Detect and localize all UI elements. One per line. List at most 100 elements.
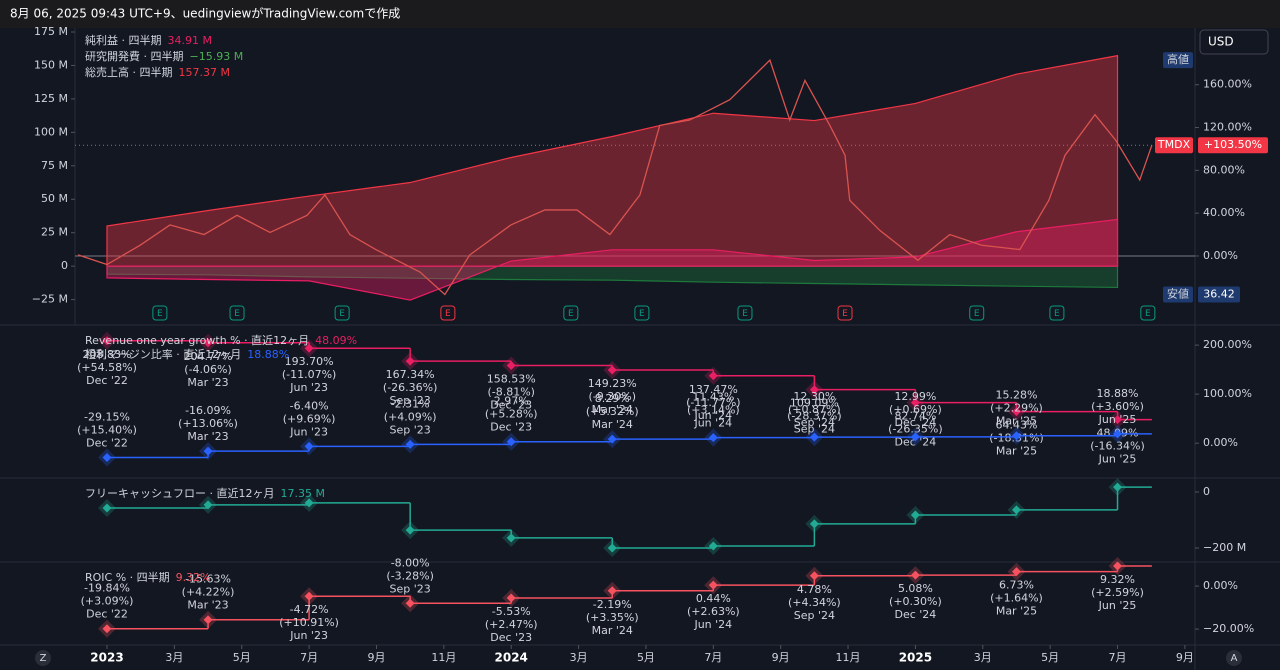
earnings-marker[interactable] — [634, 305, 650, 321]
legend-entry: Revenue one year growth % · 直近12ヶ月 48.09% — [85, 334, 357, 347]
point — [809, 385, 819, 395]
point — [1113, 429, 1123, 439]
earnings-marker-label[interactable]: E — [1145, 309, 1151, 319]
x-tick-label: 5月 — [1041, 651, 1059, 664]
y2-tick-label: 0.00% — [1203, 249, 1238, 262]
point — [304, 343, 314, 353]
value-label: 158.53% — [487, 372, 536, 385]
y-tick-label: −25 M — [32, 293, 68, 306]
x-tick-label: 9月 — [772, 651, 790, 664]
period-label: Mar '25 — [996, 445, 1037, 458]
y2-tick-label: 120.00% — [1203, 121, 1252, 134]
point — [102, 452, 112, 462]
change-label: (+3.35%) — [586, 611, 639, 624]
legend-name: 粗利マージン比率 · 直近12ヶ月 — [85, 348, 241, 361]
value-label: 204.77% — [184, 350, 233, 363]
earnings-marker[interactable] — [334, 305, 350, 321]
area — [106, 265, 1119, 289]
earnings-marker[interactable] — [1140, 305, 1156, 321]
auto-button[interactable] — [1226, 650, 1242, 666]
earnings-marker-label[interactable]: E — [639, 309, 645, 319]
scale-button[interactable] — [35, 650, 51, 666]
y-tick-label: 0.00% — [1203, 579, 1238, 592]
last-value-label: +103.50% — [1204, 138, 1262, 151]
change-label: (+15.40%) — [77, 423, 137, 436]
legend-name: 研究開発費 · 四半期 — [85, 49, 184, 63]
earnings-marker-label[interactable]: E — [1054, 309, 1060, 319]
point — [708, 371, 718, 381]
period-label: Jun '23 — [289, 425, 328, 438]
point — [809, 519, 819, 529]
change-label: (-11.07%) — [282, 368, 337, 381]
currency-box[interactable] — [1199, 29, 1269, 55]
earnings-marker-label[interactable]: E — [157, 309, 163, 319]
y-tick-label: 75 M — [41, 159, 68, 172]
scale-button-label[interactable]: Z — [40, 653, 47, 664]
earnings-marker-label[interactable]: E — [234, 309, 240, 319]
value-label: 5.08% — [898, 582, 933, 595]
legend-value: 34.91 M — [168, 34, 212, 47]
value-label: 109.09% — [790, 397, 839, 410]
auto-button-label[interactable]: A — [1231, 653, 1238, 664]
value-label: -15.63% — [185, 573, 231, 586]
change-label: (-9.30%) — [589, 390, 637, 403]
period-label: Mar '24 — [592, 624, 633, 637]
point — [405, 525, 415, 535]
change-label: (-11.77%) — [686, 396, 741, 409]
earnings-marker[interactable] — [837, 305, 853, 321]
point — [910, 432, 920, 442]
legend-entry: 粗利マージン比率 · 直近12ヶ月 18.88% — [85, 348, 289, 361]
point — [405, 439, 415, 449]
point — [203, 446, 213, 456]
earnings-marker-label[interactable]: E — [742, 309, 748, 319]
change-label: (-26.36%) — [383, 381, 438, 394]
period-label: Sep '24 — [794, 423, 835, 436]
value-label: -16.09% — [185, 404, 231, 417]
earnings-marker[interactable] — [969, 305, 985, 321]
change-label: (+0.30%) — [889, 595, 942, 608]
period-label: Mar '23 — [187, 376, 228, 389]
point — [910, 398, 920, 408]
currency-label[interactable]: USD — [1208, 35, 1234, 49]
y2-tick-label: 160.00% — [1203, 78, 1252, 91]
earnings-marker[interactable] — [440, 305, 456, 321]
period-label: Dec '24 — [895, 436, 937, 449]
change-label: (+0.69%) — [889, 403, 942, 416]
value-label: 208.83% — [83, 348, 132, 361]
period-label: Sep '24 — [794, 609, 835, 622]
earnings-marker-label[interactable]: E — [568, 309, 574, 319]
earnings-marker-label[interactable]: E — [445, 309, 451, 319]
y-tick-label: −20.00% — [1203, 622, 1254, 635]
value-label: -8.00% — [391, 556, 430, 569]
period-label: Mar '25 — [996, 605, 1037, 618]
earnings-marker-label[interactable]: E — [339, 309, 345, 319]
change-label: (-26.35%) — [888, 423, 943, 436]
low-badge-label: 安値 — [1167, 287, 1189, 300]
y-tick-label: 100.00% — [1203, 387, 1252, 400]
earnings-marker-label[interactable]: E — [842, 309, 848, 319]
point — [708, 433, 718, 443]
period-label: Mar '23 — [187, 430, 228, 443]
value-label: 6.73% — [999, 579, 1034, 592]
period-label: Dec '22 — [86, 374, 128, 387]
y-tick-label: 50 M — [41, 192, 68, 205]
earnings-marker[interactable] — [563, 305, 579, 321]
point — [1011, 407, 1021, 417]
value-label: -2.19% — [593, 598, 632, 611]
point — [203, 615, 213, 625]
legend-value: 17.35 M — [281, 487, 325, 500]
change-label: (-16.34%) — [1090, 440, 1145, 453]
value-label: 11.43% — [692, 391, 734, 404]
earnings-marker[interactable] — [152, 305, 168, 321]
x-tick-label: 2025 — [899, 651, 932, 665]
earnings-marker-label[interactable]: E — [974, 309, 980, 319]
legend-entry: 純利益 · 四半期 34.91 M — [85, 33, 212, 47]
earnings-marker[interactable] — [229, 305, 245, 321]
earnings-marker[interactable] — [1049, 305, 1065, 321]
y-tick-label: 150 M — [34, 58, 68, 71]
x-tick-label: 7月 — [300, 651, 318, 664]
point — [910, 510, 920, 520]
earnings-marker[interactable] — [737, 305, 753, 321]
